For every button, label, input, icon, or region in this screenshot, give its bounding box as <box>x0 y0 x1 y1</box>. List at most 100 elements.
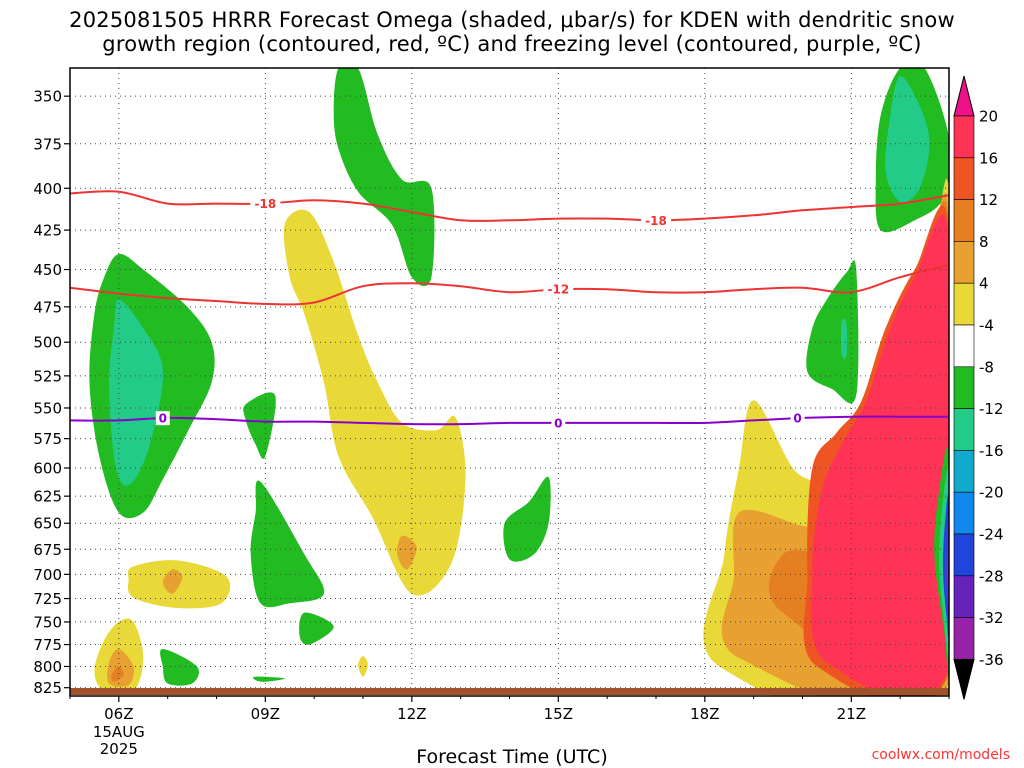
colorbar-label: -16 <box>979 442 1004 460</box>
y-tick-label: 700 <box>33 566 62 584</box>
omega-region-16 <box>160 649 199 686</box>
contour-label-bg <box>551 415 566 430</box>
y-tick-label: 500 <box>33 334 62 352</box>
y-tick-label: 475 <box>33 298 62 316</box>
contour-label: -12 <box>547 283 569 297</box>
omega-region-19 <box>806 260 859 404</box>
omega-region-17 <box>252 676 286 682</box>
omega-region-9 <box>503 476 551 562</box>
contour-label-bg <box>250 196 281 211</box>
omega-region-28 <box>942 492 949 639</box>
title-line-1: 2025081505 HRRR Forecast Omega (shaded, … <box>69 8 955 32</box>
colorbar-segment <box>953 533 975 577</box>
y-axis: 350 375 400 425 450 475 500 525 550 575 600 625 650 6… <box>33 88 70 697</box>
colorbar-label: -8 <box>979 358 994 376</box>
y-tick-label: 650 <box>33 515 62 533</box>
y-tick-label: 350 <box>33 88 62 106</box>
colorbar-segment <box>953 408 975 451</box>
x-date-label: 2025 <box>100 740 138 758</box>
omega-region-12 <box>162 569 183 594</box>
colorbar-segment <box>953 282 975 326</box>
y-tick-label: 525 <box>33 367 62 385</box>
y-tick-label: 575 <box>33 430 62 448</box>
omega-region-8 <box>250 480 325 608</box>
omega-region-7 <box>243 392 276 459</box>
omega-region-10 <box>299 612 334 645</box>
contour-label: -18 <box>254 197 276 211</box>
contour-label-bg <box>543 282 574 297</box>
temperature-contours: -18 -18 -12 0 0 0 <box>70 190 949 430</box>
colorbar-label: -12 <box>979 400 1004 418</box>
colorbar-segment <box>953 575 975 618</box>
colorbar-label: -20 <box>979 484 1004 502</box>
x-tick-label: 18Z <box>690 705 719 723</box>
omega-region-6 <box>397 535 417 570</box>
omega-region-18 <box>358 656 368 677</box>
y-tick-label: 750 <box>33 613 62 631</box>
colorbar-label: 8 <box>979 233 989 251</box>
y-tick-label: 550 <box>33 399 62 417</box>
x-tick-label: 12Z <box>397 705 426 723</box>
contour-label: 0 <box>554 416 562 430</box>
colorbar-label: -28 <box>979 567 1004 585</box>
colorbar-label: 16 <box>979 149 998 167</box>
contour-line--18 <box>70 190 949 222</box>
colorbar-label: -4 <box>979 317 994 335</box>
y-tick-label: 775 <box>33 636 62 654</box>
x-tick-label: 06Z <box>104 705 133 723</box>
omega-region-25 <box>811 214 949 696</box>
colorbar-segment <box>953 491 975 535</box>
y-tick-label: 800 <box>33 658 62 676</box>
colorbar-label: -24 <box>979 526 1004 544</box>
colorbar-segment <box>953 617 975 660</box>
colorbar-label: 20 <box>979 108 998 126</box>
colorbar-label: 12 <box>979 191 998 209</box>
omega-region-4 <box>885 76 930 203</box>
colorbar-segment <box>953 115 975 159</box>
chart-title: 2025081505 HRRR Forecast Omega (shaded, … <box>0 8 1024 56</box>
colorbar-segment <box>953 324 975 368</box>
colorbar-label: -32 <box>979 609 1004 627</box>
omega-region-5 <box>283 209 466 596</box>
colorbar-label: 4 <box>979 275 989 293</box>
terrain-strip <box>70 688 949 695</box>
x-tick-label: 09Z <box>251 705 280 723</box>
x-axis-label: Forecast Time (UTC) <box>416 746 608 768</box>
y-tick-label: 400 <box>33 180 62 198</box>
y-tick-label: 600 <box>33 459 62 477</box>
title-line-2: growth region (contoured, red, ºC) and f… <box>102 32 922 56</box>
y-tick-label: 725 <box>33 590 62 608</box>
contour-label: -18 <box>645 214 667 228</box>
y-tick-label: 450 <box>33 261 62 279</box>
terrain-ground <box>70 688 949 695</box>
colorbar-segment <box>953 366 975 409</box>
contour-label: 0 <box>159 412 167 426</box>
colorbar-segment <box>953 157 975 200</box>
y-tick-label: 825 <box>33 679 62 697</box>
colorbar-segment <box>953 450 975 493</box>
credit-link[interactable]: coolwx.com/models <box>871 747 1010 763</box>
omega-shading <box>89 68 949 696</box>
contour-line--12 <box>70 263 949 306</box>
omega-region-20 <box>841 318 848 359</box>
omega-region-2 <box>333 68 435 286</box>
contour-label-bg <box>641 213 671 228</box>
contour-label: 0 <box>793 412 801 426</box>
x-tick-label: 15Z <box>544 705 573 723</box>
colorbar-top-arrow <box>953 75 975 117</box>
omega-region-1 <box>109 299 164 486</box>
y-tick-label: 425 <box>33 222 62 240</box>
y-tick-label: 675 <box>33 541 62 559</box>
colorbar-bottom-arrow <box>953 658 975 700</box>
x-date-label: 15AUG <box>93 723 145 741</box>
y-tick-label: 375 <box>33 135 62 153</box>
omega-region-15 <box>111 666 124 682</box>
colorbar-label: -36 <box>979 651 1004 669</box>
colorbar-segment <box>953 199 975 242</box>
contour-label-bg <box>155 411 170 426</box>
x-tick-label: 21Z <box>837 705 866 723</box>
y-tick-label: 625 <box>33 488 62 506</box>
contour-label-bg <box>790 411 805 426</box>
